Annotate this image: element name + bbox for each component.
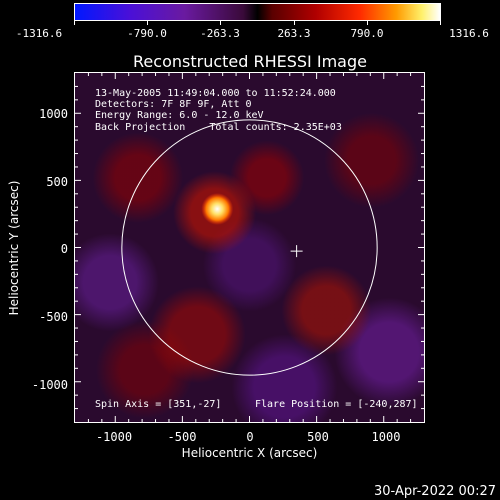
colorbar-gradient — [75, 4, 440, 20]
x-tick-label: -500 — [167, 430, 197, 444]
info-energy-range: Energy Range: 6.0 - 12.0 keV — [95, 110, 264, 121]
info-method-counts: Back Projection Total counts: 2.35E+03 — [95, 122, 342, 133]
x-tick-label: 1000 — [371, 430, 401, 444]
plot-title: Reconstructed RHESSI Image — [133, 52, 367, 71]
colorbar-tick-label: -263.3 — [200, 27, 240, 40]
spin-axis-label: Spin Axis = [351,-27] — [95, 399, 222, 410]
colorbar-tickmark — [74, 21, 75, 25]
colorbar-tick-label: -790.0 — [127, 27, 167, 40]
flare-source — [201, 192, 234, 225]
y-tick-label: -1000 — [31, 378, 68, 392]
render-timestamp: 30-Apr-2022 00:27 — [374, 484, 496, 499]
x-tick-label: 0 — [246, 430, 254, 444]
colorbar-tickmark — [220, 21, 221, 25]
colorbar-tickmark — [294, 21, 295, 25]
x-tick-label: 500 — [307, 430, 329, 444]
image-plot-area[interactable]: 13-May-2005 11:49:04.000 to 11:52:24.000… — [74, 72, 425, 423]
colorbar — [74, 3, 441, 21]
colorbar-tick-label: -1316.6 — [15, 27, 63, 40]
info-time-range: 13-May-2005 11:49:04.000 to 11:52:24.000 — [95, 88, 336, 99]
solar-disk-outline — [121, 119, 378, 376]
colorbar-tick-label: 263.3 — [277, 27, 311, 40]
colorbar-tick-label: 790.0 — [350, 27, 384, 40]
y-tick-label: 1000 — [39, 107, 68, 121]
colorbar-tickmark — [147, 21, 148, 25]
image-plot-svg — [75, 73, 424, 422]
y-axis-title: Heliocentric Y (arcsec) — [7, 180, 21, 316]
colorbar-tickmark — [440, 21, 441, 25]
y-tick-label: 0 — [60, 242, 68, 256]
colorbar-tick-label: 1316.6 — [449, 27, 489, 40]
flare-position-label: Flare Position = [-240,287] — [255, 399, 418, 410]
colorbar-tickmark — [367, 21, 368, 25]
x-axis-title: Heliocentric X (arcsec) — [181, 446, 318, 460]
y-tick-label: 500 — [46, 175, 68, 189]
x-tick-label: -1000 — [95, 430, 133, 444]
y-tick-label: -500 — [39, 310, 68, 324]
info-detectors: Detectors: 7F 8F 9F, Att 0 — [95, 99, 252, 110]
